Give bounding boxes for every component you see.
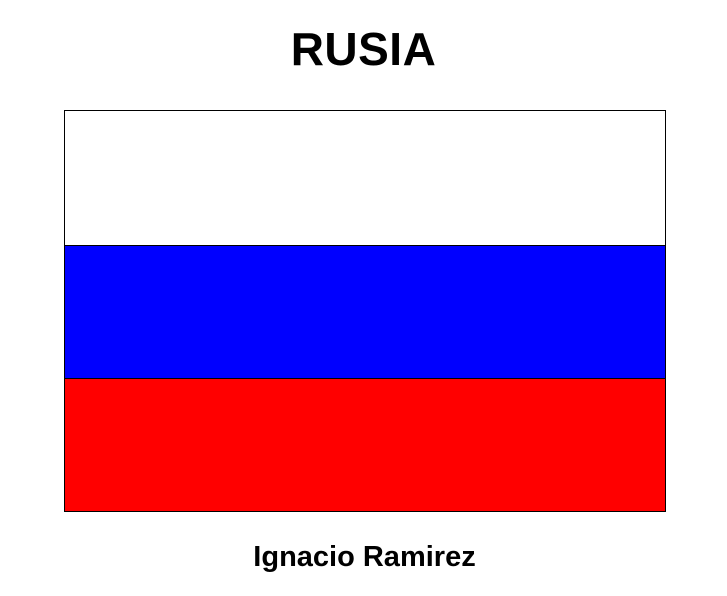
red-stripe [65,378,665,511]
page-title: RUSIA [290,23,437,75]
blue-stripe [65,245,665,378]
author-name: Ignacio Ramirez [253,541,476,573]
russia-flag [64,110,666,512]
white-stripe [65,111,665,245]
